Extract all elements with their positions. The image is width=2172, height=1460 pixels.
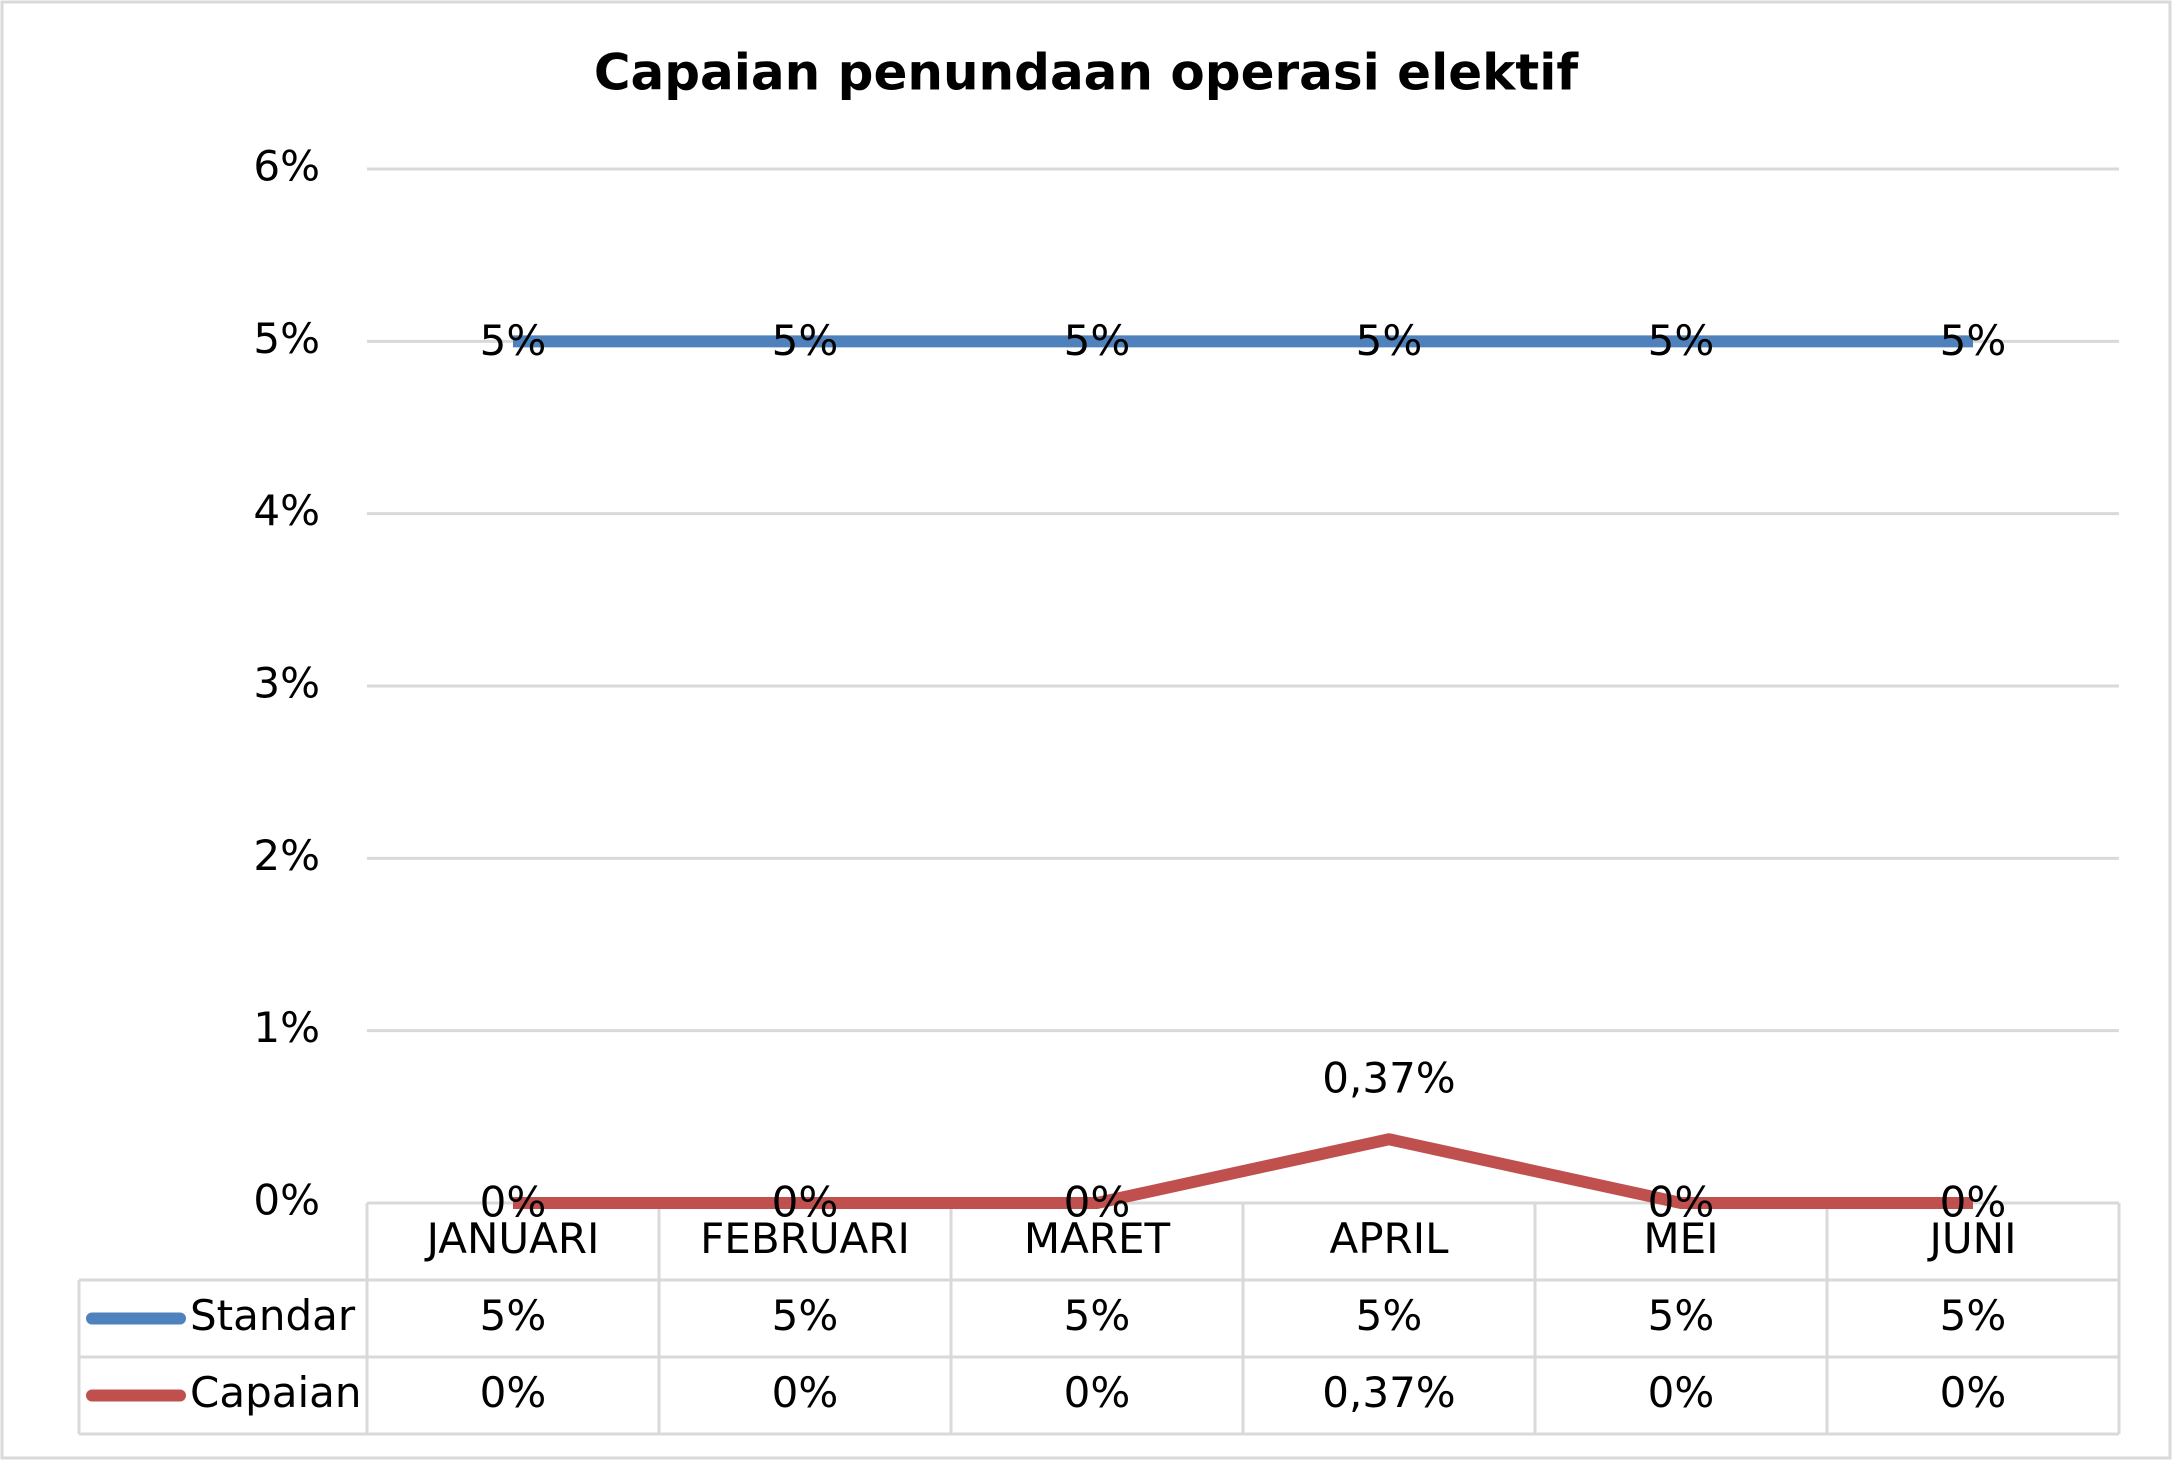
table-cell: 5%	[772, 1291, 839, 1340]
data-label: 5%	[772, 316, 839, 365]
data-label: 0%	[772, 1178, 839, 1227]
data-label: 5%	[480, 316, 547, 365]
x-tick-label: MEI	[1643, 1214, 1718, 1263]
y-tick-label: 5%	[253, 314, 320, 363]
y-tick-label: 4%	[253, 486, 320, 535]
data-label: 0,37%	[1322, 1054, 1455, 1103]
table-cell: 5%	[1356, 1291, 1423, 1340]
table-cell: 5%	[480, 1291, 547, 1340]
legend-label: Standar	[190, 1291, 356, 1340]
table-cell: 5%	[1940, 1291, 2007, 1340]
table-cell: 0%	[1940, 1368, 2007, 1417]
legend-label: Capaian	[190, 1368, 362, 1417]
data-label: 5%	[1064, 316, 1131, 365]
y-tick-label: 3%	[253, 659, 320, 708]
y-tick-label: 0%	[253, 1176, 320, 1225]
data-label: 0%	[480, 1178, 547, 1227]
chart-title: Capaian penundaan operasi elektif	[594, 44, 1580, 102]
data-label: 5%	[1648, 316, 1715, 365]
series-line	[513, 1133, 1973, 1209]
x-tick-label: FEBRUARI	[700, 1214, 910, 1263]
y-tick-label: 6%	[253, 142, 320, 191]
data-label: 0%	[1648, 1178, 1715, 1227]
x-tick-label: JUNI	[1927, 1214, 2017, 1263]
table-cell: 0%	[1064, 1368, 1131, 1417]
data-label: 0%	[1940, 1178, 2007, 1227]
x-tick-label: APRIL	[1329, 1214, 1449, 1263]
table-cell: 0%	[480, 1368, 547, 1417]
y-tick-label: 1%	[253, 1003, 320, 1052]
y-tick-label: 2%	[253, 831, 320, 880]
data-label: 5%	[1356, 316, 1423, 365]
table-cell: 5%	[1648, 1291, 1715, 1340]
data-label: 5%	[1940, 316, 2007, 365]
table-cell: 0%	[1648, 1368, 1715, 1417]
x-tick-label: MARET	[1024, 1214, 1171, 1263]
data-label: 0%	[1064, 1178, 1131, 1227]
table-cell: 0,37%	[1322, 1368, 1455, 1417]
x-tick-label: JANUARI	[424, 1214, 600, 1263]
table-cell: 0%	[772, 1368, 839, 1417]
table-cell: 5%	[1064, 1291, 1131, 1340]
